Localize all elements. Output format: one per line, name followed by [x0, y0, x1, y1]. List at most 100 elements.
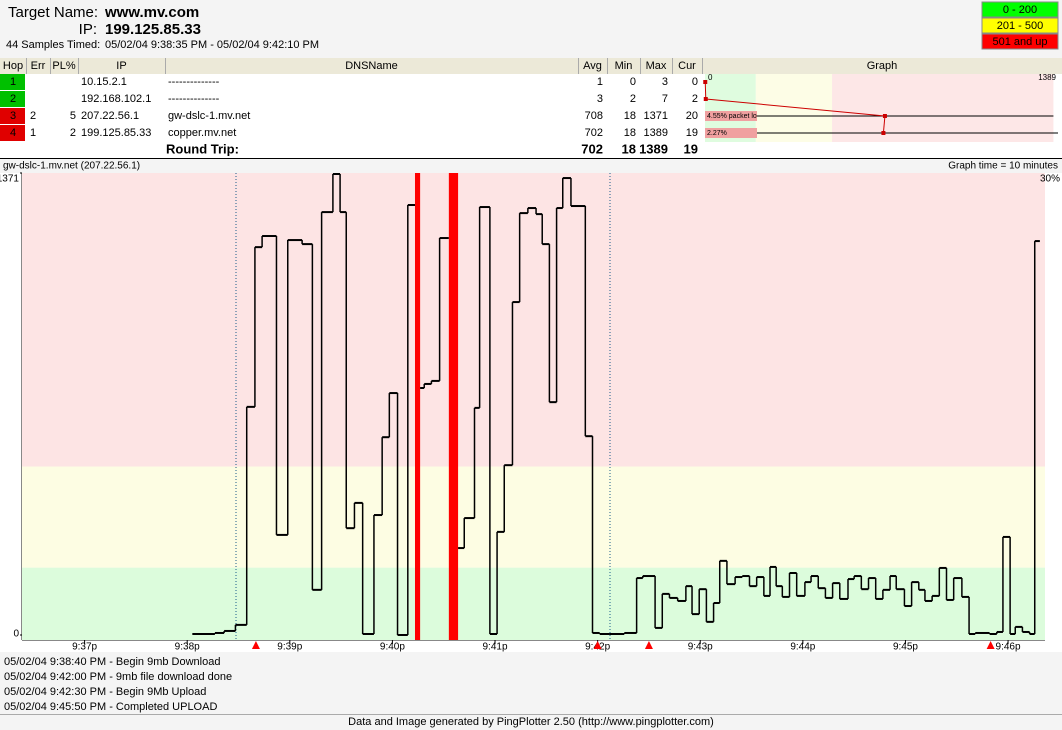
cell-max: 1389 — [644, 127, 668, 139]
column-header[interactable]: Cur — [678, 60, 696, 72]
x-tick-label: 9:44p — [790, 642, 815, 653]
mini-band — [755, 74, 833, 142]
mini-tick-label: 0 — [708, 73, 713, 82]
graph-title: gw-dslc-1.mv.net (207.22.56.1) — [3, 161, 140, 172]
cell-pl: 2 — [70, 127, 76, 139]
avg-connector — [704, 81, 707, 100]
x-tick-label: 9:45p — [893, 642, 918, 653]
lost-packet — [448, 173, 459, 640]
header-bg — [0, 0, 1062, 58]
avg-connector — [705, 98, 885, 117]
event-label: 05/02/04 9:45:50 PM - Completed UPLOAD — [4, 701, 217, 713]
cell-ip: 199.125.85.33 — [81, 127, 151, 139]
band — [22, 173, 1045, 467]
cell-dns: gw-dslc-1.mv.net — [168, 110, 250, 122]
x-tick-label: 9:40p — [380, 642, 405, 653]
cell-ip: 207.22.56.1 — [81, 110, 139, 122]
column-header[interactable]: Hop — [3, 60, 23, 72]
event-label: 05/02/04 9:42:30 PM - Begin 9Mb Upload — [4, 686, 206, 698]
loss-label: 2.27% — [707, 130, 727, 137]
column-header[interactable]: IP — [116, 60, 126, 72]
hop-cell — [0, 125, 25, 141]
hop-cell — [0, 91, 25, 107]
cell-ip: 10.15.2.1 — [81, 76, 127, 88]
x-tick-label: 9:41p — [483, 642, 508, 653]
y-tick-label: 1371 — [0, 174, 19, 185]
hop-cell — [0, 74, 25, 90]
column-header-bg — [0, 58, 1062, 74]
cell-cur: 0 — [692, 76, 698, 88]
round-trip-max: 1389 — [639, 141, 668, 156]
cell-dns: -------------- — [168, 93, 220, 105]
graph-subtitle: Graph time = 10 minutes — [948, 161, 1058, 172]
cell-cur: 19 — [686, 127, 698, 139]
loss-box — [705, 111, 757, 121]
cell-hop: 1 — [10, 76, 16, 88]
lost-packet — [414, 173, 421, 640]
avg-connector — [882, 115, 886, 134]
cell-dns: copper.mv.net — [168, 127, 236, 139]
target-label: Target Name: — [8, 4, 98, 21]
cell-hop: 2 — [10, 93, 16, 105]
cell-max: 7 — [662, 93, 668, 105]
legend-label: 501 and up — [992, 36, 1047, 48]
legend-swatch — [981, 17, 1059, 34]
band — [22, 567, 1045, 640]
cell-hop: 4 — [10, 127, 16, 139]
hop-cell — [0, 108, 25, 124]
x-tick-label: 9:39p — [277, 642, 302, 653]
cell-avg: 702 — [585, 127, 603, 139]
samples-range: 05/02/04 9:38:35 PM - 05/02/04 9:42:10 P… — [105, 39, 319, 51]
cell-min: 18 — [624, 127, 636, 139]
band — [22, 466, 1045, 568]
column-header[interactable]: Max — [646, 60, 667, 72]
x-tick-label: 9:37p — [72, 642, 97, 653]
column-header[interactable]: Avg — [583, 60, 602, 72]
cell-avg: 3 — [597, 93, 603, 105]
mini-band — [832, 74, 1054, 142]
round-trip-label: Round Trip: — [166, 141, 239, 156]
event-marker — [986, 641, 995, 649]
event-label: 05/02/04 9:38:40 PM - Begin 9mb Download — [4, 656, 220, 668]
round-trip-min: 18 — [622, 141, 636, 156]
cell-err: 2 — [30, 110, 36, 122]
cell-pl: 5 — [70, 110, 76, 122]
ip: 199.125.85.33 — [105, 21, 201, 38]
legend-label: 201 - 500 — [997, 20, 1043, 32]
cell-max: 1371 — [644, 110, 668, 122]
legend-label: 0 - 200 — [1003, 4, 1037, 16]
column-header[interactable]: PL% — [52, 60, 75, 72]
cell-min: 18 — [624, 110, 636, 122]
x-tick-label: 9:43p — [688, 642, 713, 653]
column-header[interactable]: Min — [615, 60, 633, 72]
x-tick-label: 9:46p — [996, 642, 1021, 653]
cell-min: 0 — [630, 76, 636, 88]
legend-swatch — [981, 1, 1059, 18]
loss-box — [705, 128, 757, 138]
column-header[interactable]: DNSName — [345, 60, 398, 72]
y2-tick-label: 30% — [1040, 174, 1060, 185]
event-marker — [593, 641, 602, 649]
footer: Data and Image generated by PingPlotter … — [348, 716, 714, 728]
graph-header-bg — [0, 159, 1062, 173]
cell-cur: 2 — [692, 93, 698, 105]
round-trip-cur: 19 — [684, 141, 698, 156]
cell-dns: -------------- — [168, 76, 220, 88]
ip-label: IP: — [79, 21, 97, 38]
column-header[interactable]: Graph — [867, 60, 898, 72]
events-bg — [0, 652, 1062, 730]
cell-ip: 192.168.102.1 — [81, 93, 151, 105]
samples-label: 44 Samples Timed: — [6, 39, 100, 51]
cell-err: 1 — [30, 127, 36, 139]
event-marker — [251, 641, 260, 649]
cell-max: 3 — [662, 76, 668, 88]
event-marker — [644, 641, 653, 649]
legend-swatch — [981, 33, 1059, 50]
mini-tick-label: 1389 — [1038, 73, 1056, 82]
column-header[interactable]: Err — [31, 60, 46, 72]
loss-label: 4.55% packet lo — [707, 113, 757, 120]
cell-cur: 20 — [686, 110, 698, 122]
cell-avg: 708 — [585, 110, 603, 122]
target: www.mv.com — [104, 4, 199, 21]
